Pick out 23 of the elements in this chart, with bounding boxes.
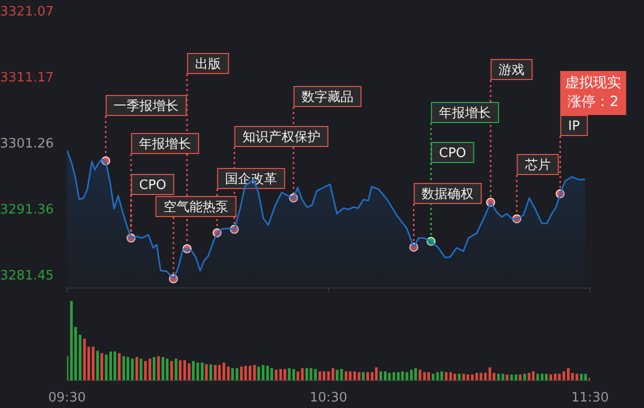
annotation: 年报增长	[139, 136, 192, 152]
annotation: 数据确权	[422, 186, 474, 202]
y-tick-label: 3301.26	[0, 136, 54, 152]
annotation: 涨停：2	[568, 94, 619, 110]
annotation: 数字藏品	[301, 88, 354, 105]
annotation: 年报增长	[439, 106, 492, 121]
annotation: IP	[568, 118, 580, 134]
x-tick-label: 10:30	[310, 390, 348, 406]
annotation: CPO	[439, 146, 466, 161]
y-tick-label: 3291.36	[0, 202, 54, 218]
x-tick-label: 11:30	[571, 390, 609, 406]
y-tick-label: 3311.17	[0, 70, 54, 86]
annotation: 空气能热泵	[163, 200, 228, 215]
y-tick-label: 3321.07	[0, 4, 54, 20]
annotation: 虚拟现实	[565, 75, 622, 92]
annotation: CPO	[139, 178, 166, 193]
y-tick-label: 3281.45	[0, 268, 54, 284]
annotation: 出版	[195, 56, 222, 72]
annotation: 知识产权保护	[242, 130, 320, 145]
annotation: 芯片	[524, 158, 551, 173]
x-tick-label: 09:30	[48, 390, 86, 406]
annotation: 游戏	[498, 62, 525, 78]
annotation: 一季报增长	[114, 98, 179, 114]
